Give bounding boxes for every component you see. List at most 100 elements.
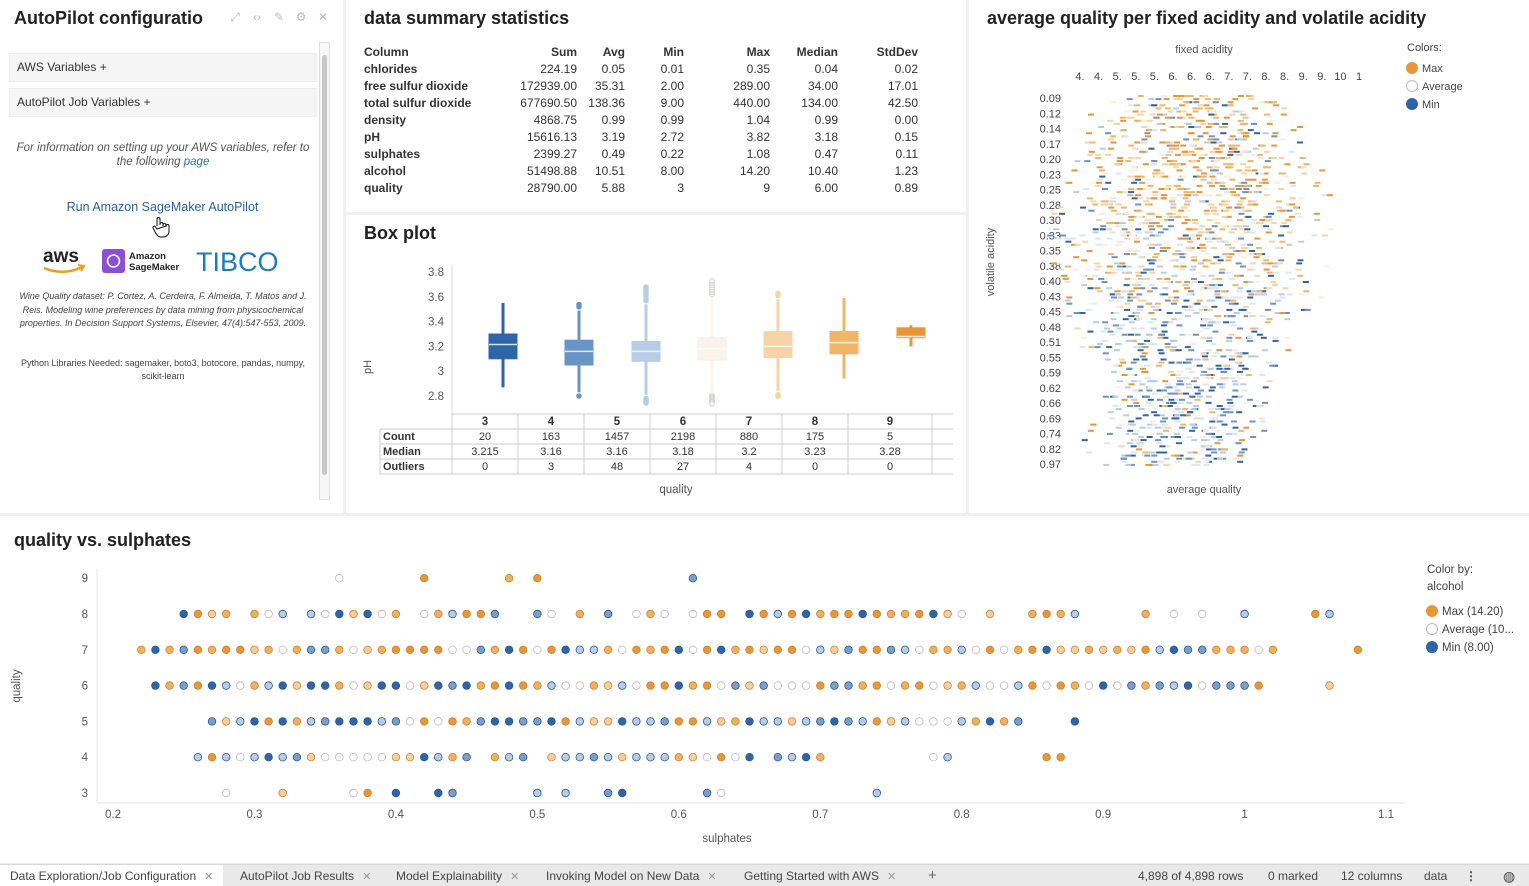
summary-row[interactable]: pH 15616.13 3.19 2.72 3.82 3.18 0.15 [364, 128, 918, 145]
tab-invoking-model[interactable]: Invoking Model on New Data ✕ [536, 865, 727, 886]
heatmap-cell [1245, 374, 1252, 376]
heatmap-cell [1102, 172, 1109, 175]
info-page-link[interactable]: page [183, 156, 210, 168]
more-options-icon[interactable]: ⋮ [1465, 869, 1477, 883]
heatmap-cell [1147, 243, 1154, 246]
status-marked[interactable]: 0 marked [1268, 869, 1319, 883]
tab-data-exploration[interactable]: Data Exploration/Job Configuration ✕ [0, 865, 224, 886]
heatmap-cell [1120, 119, 1127, 122]
heatmap-cell [1132, 178, 1138, 181]
summary-row[interactable]: sulphates 2399.27 0.49 0.22 1.08 0.47 0.11 [364, 145, 918, 162]
heatmap-cell [1138, 327, 1145, 330]
heatmap-cell [1174, 454, 1181, 457]
heatmap-cell [1225, 215, 1232, 218]
heatmap-cell [1079, 312, 1086, 314]
scatter-point [490, 752, 500, 762]
scatter-point [377, 752, 386, 762]
scatter-point [816, 717, 825, 726]
aws-variables-accordion[interactable]: AWS Variables + [9, 53, 317, 82]
summary-row[interactable]: quality 28790.00 5.88 3 9 6.00 0.89 [364, 179, 918, 196]
heatmap-cell [1231, 395, 1238, 398]
tab-getting-started[interactable]: Getting Started with AWS ✕ [734, 865, 906, 886]
summary-row[interactable]: density 4868.75 0.99 0.99 1.04 0.99 0.00 [364, 111, 918, 128]
heatmap-cell [1168, 296, 1175, 299]
tab-job-results[interactable]: AutoPilot Job Results ✕ [230, 865, 381, 886]
heatmap-cell [1298, 240, 1305, 243]
scatter-point [632, 717, 641, 726]
globe-icon[interactable]: ◍ [1503, 868, 1516, 884]
close-icon[interactable]: ✕ [317, 10, 329, 24]
heatmap-cell [1139, 287, 1146, 290]
heatmap-cell [1136, 445, 1143, 448]
job-variables-accordion[interactable]: AutoPilot Job Variables + [9, 88, 317, 117]
scatter-point [490, 717, 500, 726]
status-data-table[interactable]: data [1424, 869, 1448, 883]
quality-category-label: 5 [614, 416, 621, 428]
heatmap-cell [1237, 119, 1244, 122]
summary-row[interactable]: chlorides 224.19 0.05 0.01 0.35 0.04 0.02 [364, 60, 918, 77]
heatmap-cell [1270, 222, 1277, 225]
heatmap-cell [1142, 222, 1149, 225]
heatmap-cell [1066, 181, 1073, 184]
code-icon[interactable]: ‹› [253, 10, 261, 24]
tab-close-icon[interactable]: ✕ [510, 871, 520, 883]
heatmap-cell [1261, 293, 1267, 296]
y-tick-label: 3.2 [428, 341, 444, 353]
heatmap-cell [1290, 184, 1296, 187]
heatmap-cell [1237, 454, 1244, 457]
tab-label: Model Explainability [396, 869, 503, 883]
heatmap-cell [1269, 240, 1275, 243]
heatmap-cell [1264, 166, 1271, 169]
tab-close-icon[interactable]: ✕ [707, 871, 717, 883]
scrollbar[interactable] [319, 42, 330, 500]
tab-close-icon[interactable]: ✕ [886, 871, 897, 883]
heatmap-cell [1125, 339, 1132, 342]
heatmap-cell [1148, 451, 1155, 454]
y-tick-label: 0.09 [1040, 93, 1061, 105]
maximize-icon[interactable]: ⤢ [230, 10, 240, 24]
heatmap-cell [1210, 262, 1217, 265]
heatmap-cell [1156, 389, 1163, 392]
heatmap-cell [1213, 352, 1220, 355]
boxplot-chart[interactable]: 2.833.23.43.63.8pH3203.215041633.1635145… [346, 215, 966, 513]
heatmap-cell [1149, 228, 1156, 231]
heatmap-cell [1141, 352, 1148, 355]
scrollbar-thumb[interactable] [322, 55, 327, 475]
scatter-point [278, 645, 287, 654]
tab-close-icon[interactable]: ✕ [204, 871, 214, 883]
summary-row[interactable]: free sulfur dioxide 172939.00 35.31 2.00 289… [364, 77, 918, 94]
tab-close-icon[interactable]: ✕ [362, 871, 372, 883]
heatmap-cell [1215, 364, 1222, 367]
heatmap-cell [1184, 308, 1191, 311]
run-autopilot-button[interactable]: Run Amazon SageMaker AutoPilot [66, 200, 259, 214]
heatmap-cell [1137, 308, 1143, 311]
heatmap-cell [1161, 389, 1167, 392]
edit-icon[interactable]: ✎ [273, 10, 285, 24]
scatter-point [688, 717, 698, 726]
heatmap-cell [1151, 380, 1158, 383]
scatter-point [1028, 645, 1037, 654]
heatmap-cell [1242, 191, 1249, 194]
summary-row[interactable]: total sulfur dioxide 677690.50 138.36 9.00 4… [364, 94, 918, 111]
heatmap-cell [1262, 181, 1269, 184]
heatmap-cell [1116, 268, 1123, 271]
heatmap-cell [1279, 296, 1286, 299]
gear-icon[interactable]: ⚙ [295, 10, 307, 24]
summary-cell: 3.82 [746, 129, 770, 144]
summary-panel: data summary statistics Column Sum Avg Min M… [346, 0, 966, 212]
heatmap-cell [1258, 172, 1265, 175]
heatmap-cell [1211, 277, 1218, 280]
tab-model-explainability[interactable]: Model Explainability ✕ [386, 865, 529, 886]
add-tab-icon[interactable]: + [928, 867, 937, 884]
scatter-point [999, 681, 1009, 690]
heatmap-cell [1317, 296, 1324, 299]
heatmap-cell [1172, 299, 1179, 302]
scatter-point [759, 717, 768, 726]
heatmap-cell [1238, 206, 1245, 209]
summary-row[interactable]: alcohol 51498.88 10.51 8.00 14.20 10.40 1.23 [364, 162, 918, 179]
box-outlier-point [576, 301, 582, 308]
heatmap-cell [1162, 380, 1169, 383]
heatmap-cell [1164, 107, 1171, 110]
